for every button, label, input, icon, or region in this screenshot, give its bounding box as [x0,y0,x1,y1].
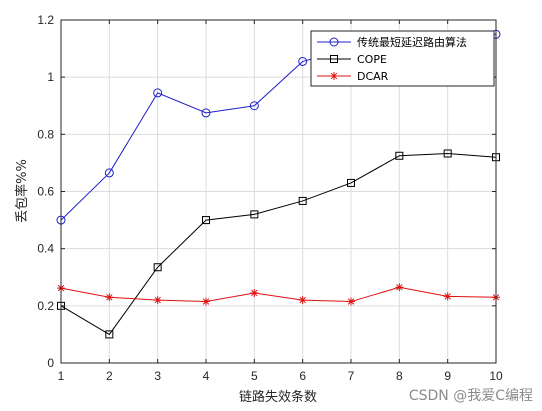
data-point-square [153,263,162,272]
legend-item: 传统最短延迟路由算法 [317,35,467,49]
data-point-square [202,216,210,225]
x-tick-label: 10 [489,369,503,383]
y-tick-label: 0.8 [37,127,54,141]
legend-label: 传统最短延迟路由算法 [357,35,467,49]
data-point-star [347,297,355,306]
legend-item: DCAR [317,70,389,83]
data-point-square [443,149,452,158]
star-stroke [106,294,113,301]
data-point-square [250,210,259,219]
data-point-circle [153,88,163,98]
data-point-circle [201,108,211,118]
data-point-square [347,178,355,187]
data-point-circle [249,101,259,111]
data-point-square [330,55,338,63]
data-point-star [443,292,452,301]
y-tick-label: 0.4 [37,242,54,256]
x-tick-label: 9 [444,369,451,383]
x-tick-label: 8 [396,369,403,383]
y-axis-label: 丢包率%% [14,159,30,223]
star-stroke [202,298,210,305]
legend: 传统最短延迟路由算法 COPE DCAR [310,30,495,87]
star-stroke [330,72,338,80]
series-line [60,286,497,303]
x-tick-label: 3 [154,369,161,383]
y-tick-label: 0.2 [37,299,54,313]
legend-item: COPE [317,53,387,66]
x-tick-label: 4 [203,369,210,383]
star-stroke [396,284,403,291]
watermark: CSDN @我爱C编程 [409,388,533,404]
data-point-circle [329,37,339,47]
data-point-star [250,288,259,297]
y-tick-label: 1.2 [37,13,54,27]
series-line [60,152,497,336]
legend-label: COPE [357,53,387,66]
data-point-circle [104,168,114,178]
star-stroke [444,293,451,300]
data-point-star [153,296,162,305]
data-point-square [105,330,114,339]
data-point-star [202,297,210,306]
data-point-square [395,151,404,160]
data-point-star [330,72,338,80]
y-tick-label: 0 [47,356,54,370]
x-tick-label: 2 [106,369,113,383]
x-tick-label: 7 [348,369,355,383]
data-point-square [298,196,307,205]
data-point-star [105,293,114,302]
y-tick-label: 1 [47,70,54,84]
legend-label: DCAR [357,70,389,83]
data-point-star [298,296,307,305]
y-tick-label: 0.6 [37,185,54,199]
star-stroke [154,296,161,304]
ticks: 1 2 3 4 5 6 7 8 9 10 0 0.2 0.4 0.6 0.8 1 1.2 [37,13,503,383]
series-3 [57,283,500,306]
star-stroke [251,289,258,297]
star-stroke [299,296,306,304]
x-tick-label: 5 [251,369,258,383]
data-point-star [395,283,404,292]
x-tick-label: 1 [58,369,65,383]
x-tick-label: 6 [299,369,306,383]
star-stroke [347,298,355,305]
data-point-circle [298,56,308,66]
x-axis-label: 链路失效条数 [239,389,317,405]
